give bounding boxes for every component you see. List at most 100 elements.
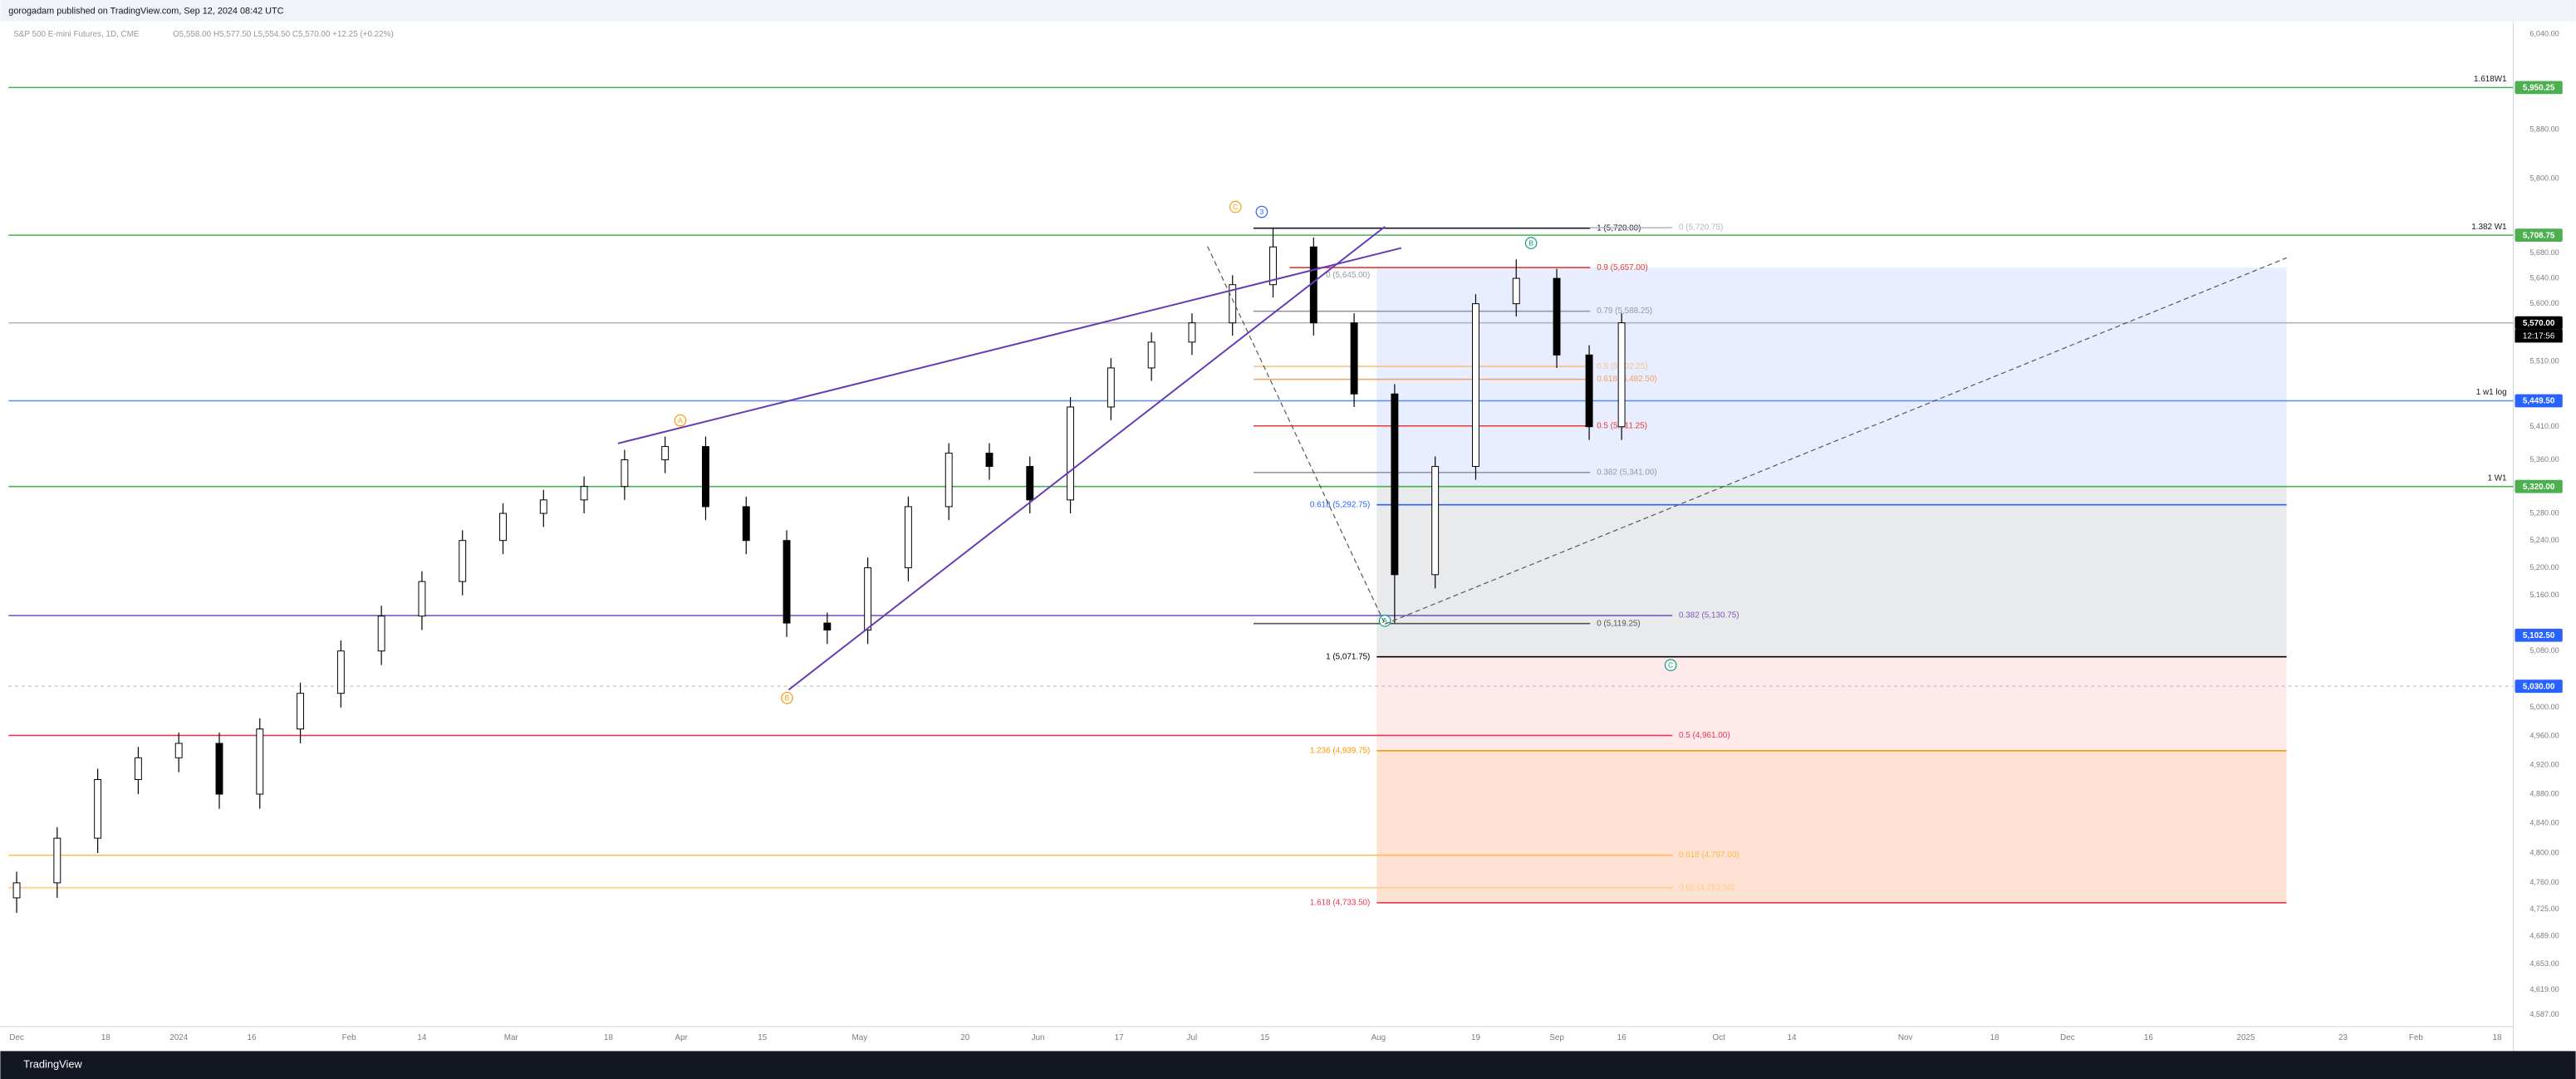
- candle-body: [945, 453, 953, 508]
- candle-body: [1431, 466, 1440, 576]
- y-tick-label: 5,200.00: [2529, 563, 2559, 571]
- dashed-line: [1207, 246, 1386, 625]
- x-tick-label: Feb: [2409, 1033, 2424, 1042]
- candle-body: [904, 506, 912, 569]
- x-tick-label: Jul: [1187, 1033, 1198, 1042]
- x-tick-label: 16: [248, 1033, 257, 1042]
- x-tick-label: Feb: [342, 1033, 357, 1042]
- x-tick-label: 18: [1990, 1033, 1999, 1042]
- x-tick-label: 2024: [169, 1033, 188, 1042]
- y-tick-label: 5,680.00: [2529, 248, 2559, 257]
- candle-body: [459, 540, 467, 582]
- price-tag: [2515, 316, 2563, 330]
- y-tick-label: 5,410.00: [2529, 422, 2559, 430]
- y-tick-label: 5,160.00: [2529, 591, 2559, 599]
- x-tick-label: Mar: [504, 1033, 519, 1042]
- candle-body: [377, 616, 385, 652]
- level-label: 0.618 (5,482.50): [1597, 375, 1656, 384]
- level-label: 1 (5,071.75): [1326, 652, 1370, 661]
- x-tick-label: 15: [758, 1033, 767, 1042]
- price-tag: [2515, 394, 2563, 408]
- x-tick-label: 18: [604, 1033, 613, 1042]
- published-note: gorogadam published on TradingView.com, …: [8, 7, 283, 17]
- x-tick-label: 17: [1115, 1033, 1124, 1042]
- candle-body: [1106, 367, 1115, 408]
- level-label: 1 w1 log: [2476, 388, 2507, 397]
- candle-body: [297, 693, 305, 730]
- price-tag: [2515, 81, 2563, 95]
- y-tick-label: 4,960.00: [2529, 732, 2559, 740]
- level-label: 0 (5,720.75): [1679, 223, 1723, 233]
- price-tag: [2515, 628, 2563, 642]
- level-label: 0.618 (5,292.75): [1310, 500, 1370, 509]
- countdown-tag: [2515, 329, 2563, 343]
- candle-body: [53, 837, 61, 884]
- price-tag-label: 5,449.50: [2523, 397, 2555, 406]
- x-tick-label: Aug: [1371, 1033, 1386, 1042]
- price-tag-label: 5,570.00: [2523, 319, 2555, 328]
- y-tick-label: 5,640.00: [2529, 274, 2559, 282]
- x-tick-label: 19: [1471, 1033, 1480, 1042]
- x-tick-label: 18: [101, 1033, 110, 1042]
- x-tick-label: Jun: [1032, 1033, 1045, 1042]
- candle-body: [336, 650, 345, 694]
- candle-body: [783, 540, 791, 624]
- level-label: 0.618 (4,797.00): [1679, 851, 1739, 860]
- ohlc-values: O5,558.00 H5,577.50 L5,554.50 C5,570.00 …: [173, 30, 394, 39]
- y-tick-label: 6,040.00: [2529, 30, 2559, 38]
- level-label: 1.236 (4,939.75): [1310, 746, 1370, 755]
- trend-line: [788, 226, 1386, 691]
- candle-body: [661, 446, 670, 461]
- y-tick-label: 4,587.00: [2529, 1010, 2559, 1018]
- x-tick-label: Dec: [2060, 1033, 2075, 1042]
- candle-body: [174, 743, 183, 758]
- wave-label: B: [1528, 239, 1533, 248]
- price-tag: [2515, 679, 2563, 694]
- y-tick-label: 4,653.00: [2529, 959, 2559, 968]
- level-label: 0.9 (5,657.00): [1597, 263, 1648, 272]
- candle-body: [621, 459, 629, 488]
- x-tick-label: Dec: [9, 1033, 24, 1042]
- wave-label: A: [1382, 616, 1387, 625]
- y-tick-label: 5,600.00: [2529, 299, 2559, 307]
- wave-marker: [1524, 237, 1538, 249]
- candle-body: [1512, 277, 1520, 305]
- wave-marker: [1664, 659, 1677, 672]
- y-tick-label: 4,840.00: [2529, 819, 2559, 827]
- x-tick-label: Nov: [1898, 1033, 1913, 1042]
- y-tick-label: 4,920.00: [2529, 760, 2559, 768]
- candle-body: [1026, 466, 1034, 501]
- level-label: 1.618W1: [2474, 75, 2507, 84]
- zone-box: [1376, 267, 2287, 487]
- candle-body: [256, 728, 264, 795]
- level-label: 1.382 W1: [2471, 223, 2507, 232]
- candle-body: [580, 486, 588, 501]
- candle-body: [539, 499, 547, 514]
- header-bar: [0, 0, 2576, 22]
- footer-bar: [0, 1051, 2576, 1079]
- y-tick-label: 5,240.00: [2529, 536, 2559, 544]
- level-label: 0.5 (4,961.00): [1679, 731, 1730, 740]
- candle-body: [1472, 303, 1479, 468]
- y-tick-label: 5,510.00: [2529, 357, 2559, 365]
- symbol-name: S&P 500 E-mini Futures, 1D, CME: [13, 30, 140, 39]
- wave-marker: [1229, 200, 1242, 213]
- x-tick-label: 14: [417, 1033, 426, 1042]
- level-label: 0 (5,645.00): [1326, 271, 1370, 280]
- y-tick-label: 4,800.00: [2529, 848, 2559, 856]
- y-tick-label: 4,760.00: [2529, 878, 2559, 886]
- trend-line: [617, 247, 1402, 444]
- wave-label: 3: [1259, 208, 1263, 216]
- countdown-label: 12:17:56: [2523, 332, 2555, 341]
- x-tick-label: 16: [1617, 1033, 1627, 1042]
- price-tag: [2515, 228, 2563, 243]
- candle-body: [1391, 393, 1399, 576]
- candle-body: [702, 446, 709, 508]
- candle-body: [823, 622, 832, 630]
- price-tag: [2515, 479, 2563, 493]
- x-tick-label: 16: [2144, 1033, 2153, 1042]
- price-tag-label: 5,030.00: [2523, 682, 2555, 691]
- candle-body: [1585, 354, 1593, 428]
- level-label: 0 (5,119.25): [1597, 619, 1641, 628]
- candle-body: [134, 757, 142, 780]
